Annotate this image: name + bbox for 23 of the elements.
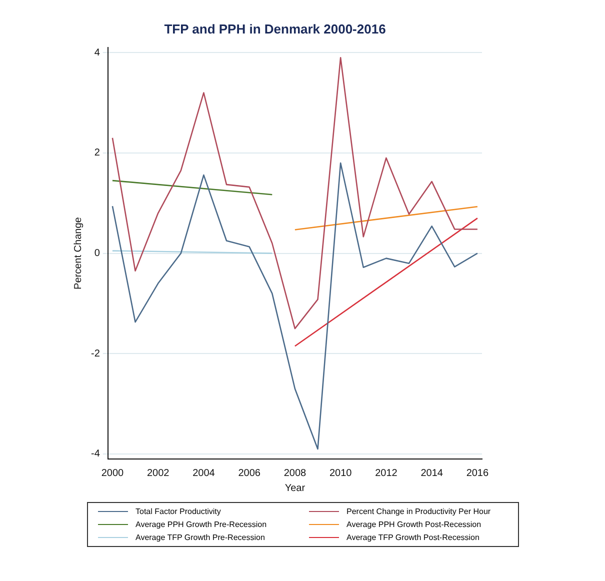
legend-label: Average PPH Growth Pre-Recession [136,520,267,529]
x-tick-label: 2010 [329,468,352,479]
x-tick-label: 2002 [146,468,170,479]
y-tick-label: -2 [90,348,100,360]
x-tick-label: 2006 [238,468,261,479]
x-tick-label: 2014 [420,468,444,479]
y-tick-label: -4 [90,448,100,460]
y-axis-title: Percent Change [72,216,84,290]
x-tick-label: 2008 [284,468,307,479]
legend-label: Average TFP Growth Post-Recession [346,533,480,542]
x-tick-label: 2016 [466,468,489,479]
y-tick-label: 2 [94,148,100,159]
y-tick-label: 4 [94,47,100,58]
x-tick-label: 2012 [375,468,398,479]
x-axis-title: Year [284,482,306,494]
x-tick-label: 2000 [101,468,124,479]
y-tick-label: 0 [94,248,100,260]
legend-label: Total Factor Productivity [136,507,221,516]
x-tick-label: 2004 [192,468,216,479]
legend-label: Average PPH Growth Post-Recession [346,520,482,529]
chart-title: TFP and PPH in Denmark 2000-2016 [164,21,386,36]
legend-label: Percent Change in Productivity Per Hour [346,507,491,516]
legend-label: Average TFP Growth Pre-Recession [136,533,265,542]
